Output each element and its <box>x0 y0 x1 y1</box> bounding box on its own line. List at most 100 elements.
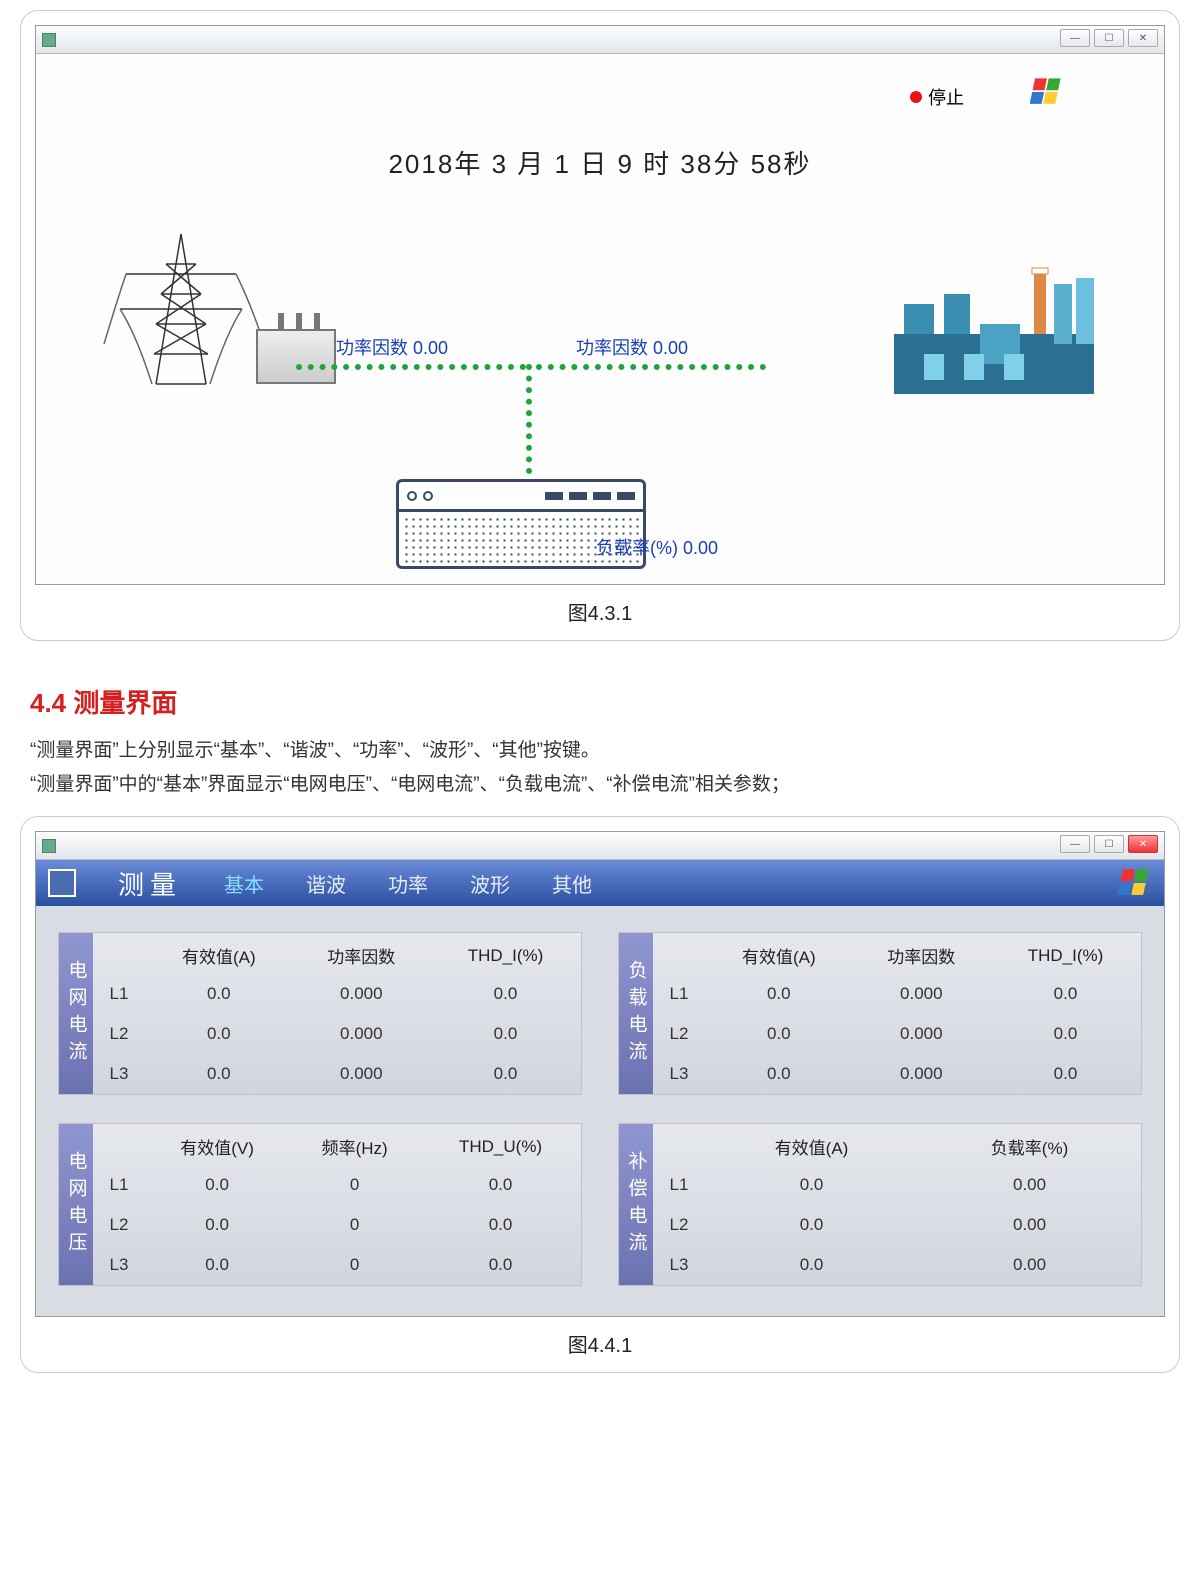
data-table: 有效值(V)频率(Hz)THD_U(%)L10.000.0L20.000.0L3… <box>93 1124 581 1285</box>
data-cell: 0.0 <box>430 1054 581 1094</box>
data-cell: 0.000 <box>293 1014 430 1054</box>
data-cell: 0.0 <box>420 1245 581 1285</box>
minimize-button[interactable]: — <box>1060 29 1090 47</box>
table-row: L30.00.0000.0 <box>93 1054 581 1094</box>
maximize-button[interactable]: ☐ <box>1094 29 1124 47</box>
table-row: L10.00.0000.0 <box>93 974 581 1014</box>
tab-basic[interactable]: 基本 <box>224 869 264 898</box>
row-label: L3 <box>653 1245 705 1285</box>
figure-441-caption: 图4.4.1 <box>35 1329 1165 1358</box>
load-rate-label: 负载率(%) 0.00 <box>596 534 718 560</box>
transmission-tower-icon <box>96 224 266 394</box>
app-icon <box>42 839 56 853</box>
row-label: L2 <box>93 1205 145 1245</box>
measurement-tabbar: 测量 基本 谐波 功率 波形 其他 <box>36 860 1164 906</box>
tab-waveform[interactable]: 波形 <box>470 869 510 898</box>
table-header-cell: THD_I(%) <box>430 933 581 974</box>
row-label: L3 <box>93 1245 145 1285</box>
maximize-button[interactable]: ☐ <box>1094 835 1124 853</box>
panel-title: 补偿电流 <box>619 1124 653 1285</box>
tab-other[interactable]: 其他 <box>552 869 592 898</box>
table-row: L10.00.0000.0 <box>653 974 1141 1014</box>
row-label: L3 <box>653 1054 705 1094</box>
data-cell: 0.0 <box>145 974 293 1014</box>
data-cell: 0.00 <box>918 1165 1141 1205</box>
figure-441-frame: — ☐ ✕ 测量 基本 谐波 功率 波形 其他 电网电流有效值(A)功率因数TH… <box>20 816 1180 1373</box>
data-cell: 0 <box>289 1245 420 1285</box>
data-cell: 0.0 <box>705 1014 853 1054</box>
data-table: 有效值(A)功率因数THD_I(%)L10.00.0000.0L20.00.00… <box>653 933 1141 1094</box>
window-titlebar: — ☐ ✕ <box>36 26 1164 54</box>
tab-harmonics[interactable]: 谐波 <box>306 869 346 898</box>
table-header-cell: 有效值(A) <box>705 1124 918 1165</box>
row-label: L2 <box>653 1014 705 1054</box>
table-header-cell <box>93 1124 145 1165</box>
data-cell: 0.000 <box>293 974 430 1014</box>
data-cell: 0 <box>289 1165 420 1205</box>
data-cell: 0.00 <box>918 1245 1141 1285</box>
data-cell: 0.0 <box>145 1014 293 1054</box>
windows-logo-icon <box>1030 78 1064 106</box>
windows-logo-icon <box>1118 869 1152 897</box>
dashed-link-1 <box>296 364 526 370</box>
table-row: L10.00.00 <box>653 1165 1141 1205</box>
row-label: L1 <box>93 974 145 1014</box>
data-cell: 0.00 <box>918 1205 1141 1245</box>
data-cell: 0.0 <box>990 1054 1141 1094</box>
measurement-panel: 电网电压有效值(V)频率(Hz)THD_U(%)L10.000.0L20.000… <box>58 1123 582 1286</box>
app-window-431: — ☐ ✕ 停止 2018年 3 月 1 日 9 时 38分 58秒 <box>35 25 1165 585</box>
table-header-cell: THD_U(%) <box>420 1124 581 1165</box>
data-cell: 0.0 <box>145 1165 289 1205</box>
measurement-panel: 补偿电流有效值(A)负载率(%)L10.00.00L20.00.00L30.00… <box>618 1123 1142 1286</box>
table-header-cell: 有效值(A) <box>705 933 853 974</box>
minimize-button[interactable]: — <box>1060 835 1090 853</box>
panel-title: 电网电压 <box>59 1124 93 1285</box>
topology-diagram: 功率因数 0.00 功率因数 0.00 <box>66 244 1134 574</box>
data-cell: 0.0 <box>705 1205 918 1245</box>
app-icon <box>42 33 56 47</box>
close-button[interactable]: ✕ <box>1128 835 1158 853</box>
tab-power[interactable]: 功率 <box>388 869 428 898</box>
dashed-link-3 <box>526 364 532 474</box>
row-label: L1 <box>93 1165 145 1205</box>
window-body: 测量 基本 谐波 功率 波形 其他 电网电流有效值(A)功率因数THD_I(%)… <box>36 860 1164 1316</box>
data-cell: 0.0 <box>990 1014 1141 1054</box>
data-cell: 0.0 <box>705 974 853 1014</box>
data-cell: 0 <box>289 1205 420 1245</box>
data-cell: 0.0 <box>145 1054 293 1094</box>
table-header-cell: 功率因数 <box>293 933 430 974</box>
row-label: L2 <box>93 1014 145 1054</box>
data-cell: 0.0 <box>420 1165 581 1205</box>
data-table: 有效值(A)功率因数THD_I(%)L10.00.0000.0L20.00.00… <box>93 933 581 1094</box>
table-row: L20.000.0 <box>93 1205 581 1245</box>
section-paragraph-1: “测量界面”上分别显示“基本”、“谐波”、“功率”、“波形”、“其他”按键。 <box>30 734 1170 768</box>
table-header-cell: THD_I(%) <box>990 933 1141 974</box>
data-cell: 0.0 <box>990 974 1141 1014</box>
data-cell: 0.000 <box>853 1014 990 1054</box>
status-dot-icon <box>910 91 922 103</box>
panel-title: 负载电流 <box>619 933 653 1094</box>
page-title: 测量 <box>118 865 182 902</box>
figure-431-frame: — ☐ ✕ 停止 2018年 3 月 1 日 9 时 38分 58秒 <box>20 10 1180 641</box>
data-cell: 0.000 <box>293 1054 430 1094</box>
factory-icon <box>884 264 1104 404</box>
window-controls: — ☐ ✕ <box>1060 29 1158 47</box>
table-header-cell <box>93 933 145 974</box>
app-window-441: — ☐ ✕ 测量 基本 谐波 功率 波形 其他 电网电流有效值(A)功率因数TH… <box>35 831 1165 1317</box>
data-table: 有效值(A)负载率(%)L10.00.00L20.00.00L30.00.00 <box>653 1124 1141 1285</box>
power-factor-2: 功率因数 0.00 <box>576 334 688 360</box>
data-cell: 0.0 <box>705 1245 918 1285</box>
section-paragraph-2: “测量界面”中的“基本”界面显示“电网电压”、“电网电流”、“负载电流”、“补偿… <box>30 768 1170 802</box>
table-header-cell: 功率因数 <box>853 933 990 974</box>
table-row: L30.000.0 <box>93 1245 581 1285</box>
close-button[interactable]: ✕ <box>1128 29 1158 47</box>
data-cell: 0.0 <box>430 974 581 1014</box>
substation-icon <box>256 329 336 384</box>
table-header-cell: 负载率(%) <box>918 1124 1141 1165</box>
table-row: L30.00.00 <box>653 1245 1141 1285</box>
window-body: 停止 2018年 3 月 1 日 9 时 38分 58秒 <box>36 54 1164 584</box>
data-cell: 0.0 <box>145 1205 289 1245</box>
power-factor-1: 功率因数 0.00 <box>336 334 448 360</box>
datetime-display: 2018年 3 月 1 日 9 时 38分 58秒 <box>36 144 1164 181</box>
window-controls: — ☐ ✕ <box>1060 835 1158 853</box>
